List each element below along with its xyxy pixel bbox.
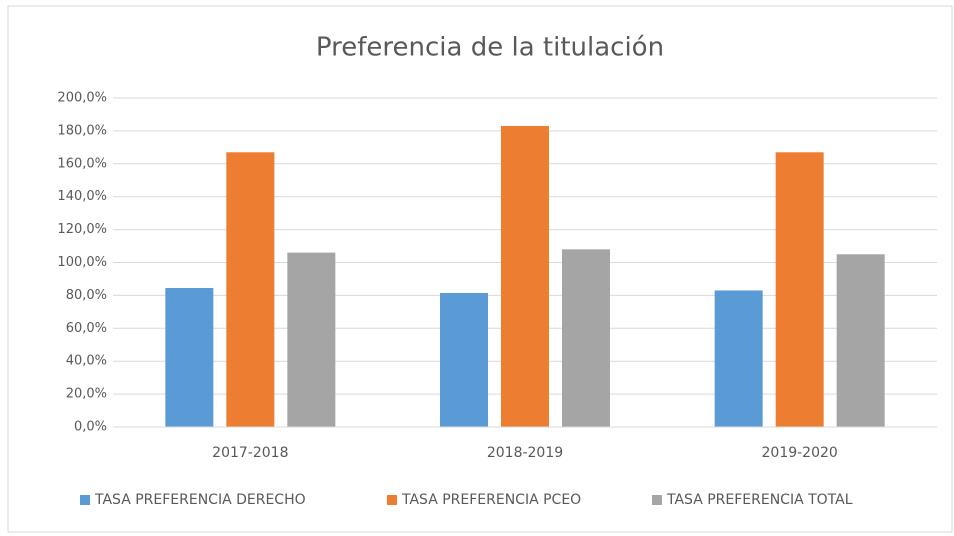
y-tick-label: 100,0% <box>57 255 107 270</box>
bar <box>714 290 763 427</box>
bar <box>501 125 549 427</box>
chart-title: Preferencia de la titulación <box>316 33 664 63</box>
y-tick-label: 80,0% <box>66 288 107 303</box>
y-tick-label: 20,0% <box>66 387 107 402</box>
y-tick-label: 200,0% <box>57 91 107 106</box>
x-tick-label: 2017-2018 <box>212 445 288 461</box>
bar <box>836 254 885 427</box>
bar <box>287 252 336 427</box>
bar <box>165 287 214 427</box>
legend-label: TASA PREFERENCIA PCEO <box>401 492 581 508</box>
x-tick-label: 2018-2019 <box>487 445 563 461</box>
bar <box>440 292 488 427</box>
y-tick-label: 60,0% <box>66 321 107 336</box>
y-tick-label: 0,0% <box>74 420 107 435</box>
bar <box>226 152 275 427</box>
legend-label: TASA PREFERENCIA TOTAL <box>666 492 853 508</box>
bar <box>775 152 824 427</box>
y-tick-label: 40,0% <box>66 354 107 369</box>
legend-swatch <box>652 495 662 505</box>
x-tick-label: 2019-2020 <box>762 445 838 461</box>
bar <box>562 249 610 427</box>
y-tick-label: 120,0% <box>57 222 107 237</box>
y-tick-label: 140,0% <box>57 189 107 204</box>
y-tick-label: 160,0% <box>57 156 107 171</box>
legend-label: TASA PREFERENCIA DERECHO <box>94 492 306 508</box>
legend-swatch <box>80 495 90 505</box>
y-tick-label: 180,0% <box>57 123 107 138</box>
legend-swatch <box>387 495 397 505</box>
